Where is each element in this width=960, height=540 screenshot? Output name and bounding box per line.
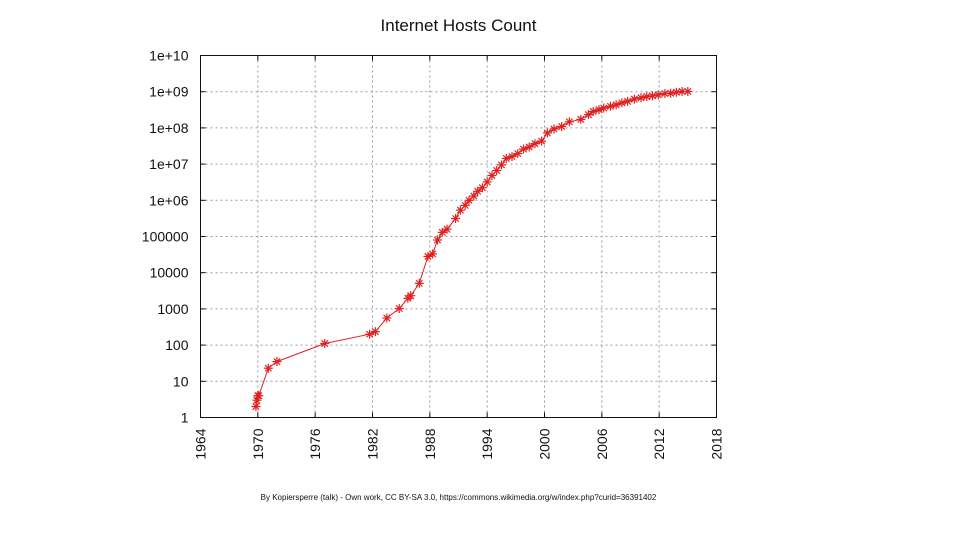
y-tick-label: 1	[181, 410, 189, 426]
data-point-marker	[432, 235, 442, 245]
data-point-marker	[320, 338, 330, 348]
data-point-marker	[647, 91, 657, 101]
data-point-marker	[564, 117, 574, 127]
data-point-marker	[549, 124, 559, 134]
data-point-marker	[588, 106, 598, 116]
grid-lines	[200, 55, 717, 418]
x-tick-label: 1982	[365, 428, 381, 459]
y-tick-label: 1e+09	[149, 84, 189, 100]
y-tick-label: 10	[173, 373, 189, 389]
data-point-marker	[583, 110, 593, 120]
x-tick-label: 1988	[422, 428, 438, 459]
data-point-marker	[437, 227, 447, 237]
y-tick-label: 1e+08	[149, 120, 189, 136]
data-point-marker	[442, 224, 452, 234]
data-point-marker	[671, 87, 681, 97]
data-point-marker	[557, 121, 567, 131]
data-point-marker	[576, 114, 586, 124]
data-point-marker	[492, 166, 502, 176]
chart-title: Internet Hosts Count	[380, 16, 537, 35]
x-tick-label: 1964	[193, 428, 209, 459]
data-point-marker	[542, 128, 552, 138]
y-tick-label: 100000	[142, 229, 189, 245]
data-point-marker	[455, 205, 465, 215]
data-point-marker	[666, 88, 676, 98]
data-point-marker	[599, 103, 609, 113]
data-point-marker	[482, 177, 492, 187]
data-point-marker	[473, 186, 483, 196]
y-tick-label: 1e+10	[149, 48, 189, 64]
plot-frame	[200, 55, 717, 418]
data-point-marker	[623, 96, 633, 106]
y-tick-label: 1000	[157, 301, 188, 317]
data-point-marker	[272, 357, 282, 367]
data-point-marker	[629, 94, 639, 104]
data-point-marker	[537, 136, 547, 146]
x-tick-label: 1970	[250, 428, 266, 459]
data-point-marker	[642, 92, 652, 102]
data-point-marker	[497, 160, 506, 170]
x-tick-label: 2000	[537, 428, 553, 459]
data-point-marker	[406, 291, 416, 301]
data-point-marker	[382, 313, 392, 323]
data-point-marker	[617, 98, 627, 108]
x-tick-labels: 1964 1970 1976 1982 1988 1994 2000 2006 2012 2018	[193, 428, 725, 459]
data-point-marker	[653, 90, 663, 100]
data-point-marker	[251, 402, 261, 412]
y-tick-label: 1e+07	[149, 156, 189, 172]
y-tick-label: 100	[165, 337, 189, 353]
x-tick-label: 1994	[479, 428, 495, 459]
data-point-marker	[451, 214, 461, 224]
data-point-marker	[530, 139, 540, 149]
data-point-marker	[677, 87, 687, 97]
x-tick-label: 2018	[709, 428, 725, 459]
data-point-marker	[469, 191, 479, 201]
y-tick-label: 10000	[150, 265, 189, 281]
data-point-marker	[414, 278, 424, 288]
x-tick-label: 2006	[594, 428, 610, 459]
data-point-marker	[370, 327, 380, 337]
x-tick-label: 2012	[651, 428, 667, 459]
data-point-marker	[477, 183, 487, 193]
series-markers	[251, 87, 693, 412]
y-tick-labels: 1 10 100 1000 10000 100000 1e+06 1e+07 1e+08 1e+0…	[142, 48, 189, 426]
data-point-marker	[428, 249, 438, 259]
image-credit-caption: By Kopiersperre (talk) - Own work, CC BY…	[260, 493, 657, 502]
series-line-internet-hosts	[255, 91, 688, 407]
data-point-marker	[605, 101, 615, 111]
data-point-marker	[501, 153, 511, 163]
data-point-marker	[394, 304, 404, 314]
x-tick-label: 1976	[307, 428, 323, 459]
data-point-marker	[460, 200, 470, 210]
data-point-marker	[513, 149, 523, 159]
data-point-marker	[683, 87, 693, 97]
data-point-marker	[263, 363, 273, 373]
data-point-marker	[254, 391, 264, 401]
data-point-marker	[636, 93, 646, 103]
y-tick-label: 1e+06	[149, 192, 189, 208]
data-point-marker	[423, 251, 433, 261]
